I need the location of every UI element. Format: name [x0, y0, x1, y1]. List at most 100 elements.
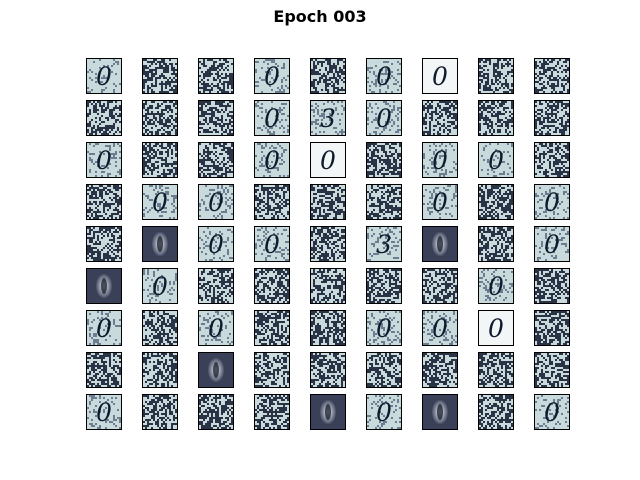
blurry-blob-tile [422, 226, 458, 262]
tile-image [311, 101, 345, 135]
digit-zero-noisy-tile: 0 [142, 184, 178, 220]
tile-image [143, 59, 177, 93]
tile-image [311, 143, 345, 177]
tile-image [479, 353, 513, 387]
tile-image [255, 311, 289, 345]
tile-image [87, 353, 121, 387]
tile-image [367, 227, 401, 261]
noise-sample-tile [142, 100, 178, 136]
digit-zero-noisy-tile: 0 [366, 58, 402, 94]
noise-sample-tile [310, 58, 346, 94]
blurry-blob-tile [142, 226, 178, 262]
tile-image [255, 395, 289, 429]
noise-sample-tile [254, 352, 290, 388]
noise-sample-tile [534, 310, 570, 346]
noise-sample-tile [310, 184, 346, 220]
noise-sample-tile [310, 226, 346, 262]
noise-sample-tile [366, 142, 402, 178]
tile-image [367, 143, 401, 177]
noise-sample-tile [478, 100, 514, 136]
tile-image [311, 269, 345, 303]
digit-zero-noisy-tile: 0 [142, 268, 178, 304]
noise-sample-tile [534, 58, 570, 94]
tile-image [143, 101, 177, 135]
noise-sample-tile [478, 58, 514, 94]
tile-image [367, 395, 401, 429]
noise-sample-tile [534, 100, 570, 136]
noise-sample-tile [422, 100, 458, 136]
digit-zero-noisy-tile: 0 [366, 394, 402, 430]
noise-sample-tile [86, 184, 122, 220]
tile-image [87, 59, 121, 93]
digit-zero-noisy-tile: 0 [198, 184, 234, 220]
tile-image [199, 395, 233, 429]
noise-sample-tile [142, 142, 178, 178]
tile-image [535, 353, 569, 387]
noise-sample-tile [198, 100, 234, 136]
tile-image [479, 227, 513, 261]
figure-title: Epoch 003 [273, 7, 367, 26]
blurry-blob-tile [86, 268, 122, 304]
digit-zero-noisy-tile: 0 [254, 226, 290, 262]
tile-image [255, 59, 289, 93]
tile-image [367, 101, 401, 135]
noise-sample-tile [254, 268, 290, 304]
tile-image [423, 395, 457, 429]
tile-image [479, 101, 513, 135]
digit-zero-noisy-tile: 0 [254, 58, 290, 94]
tile-image [423, 269, 457, 303]
digit-zero-noisy-tile: 0 [534, 226, 570, 262]
tile-image [199, 269, 233, 303]
tile-image [479, 269, 513, 303]
noise-sample-tile [422, 268, 458, 304]
blurry-blob-tile [310, 394, 346, 430]
noise-sample-tile [198, 142, 234, 178]
noise-sample-tile [310, 352, 346, 388]
tile-image [255, 101, 289, 135]
noise-sample-tile [534, 352, 570, 388]
tile-image [367, 311, 401, 345]
tile-image [255, 227, 289, 261]
tile-image [535, 143, 569, 177]
tile-image [423, 59, 457, 93]
noise-sample-tile [142, 58, 178, 94]
digit-zero-noisy-tile: 0 [422, 142, 458, 178]
noise-sample-tile [366, 352, 402, 388]
digit-zero-noisy-tile: 0 [478, 268, 514, 304]
tile-image [367, 269, 401, 303]
tile-image [367, 353, 401, 387]
tile-image [535, 269, 569, 303]
noise-sample-tile [198, 58, 234, 94]
digit-zero-noisy-tile: 0 [86, 142, 122, 178]
digit-zero-noisy-tile: 0 [86, 394, 122, 430]
tile-image [87, 227, 121, 261]
tile-image [87, 269, 121, 303]
tile-image [479, 185, 513, 219]
digit-zero-noisy-tile: 0 [422, 184, 458, 220]
tile-image [311, 353, 345, 387]
digit-zero-noisy-tile: 0 [366, 310, 402, 346]
tile-image [423, 353, 457, 387]
digit-three-noisy-tile: 3 [310, 100, 346, 136]
tile-image [535, 59, 569, 93]
noise-sample-tile [142, 394, 178, 430]
noise-sample-tile [534, 268, 570, 304]
tile-image [311, 395, 345, 429]
digit-zero-noisy-tile: 0 [422, 310, 458, 346]
noise-sample-tile [254, 394, 290, 430]
tile-image [199, 143, 233, 177]
blurry-blob-tile [198, 352, 234, 388]
tile-image [143, 143, 177, 177]
tile-image [199, 353, 233, 387]
tile-image [311, 311, 345, 345]
tile-image [255, 269, 289, 303]
tile-image [423, 143, 457, 177]
tile-image [199, 311, 233, 345]
digit-zero-noisy-tile: 0 [366, 100, 402, 136]
noise-sample-tile [478, 394, 514, 430]
tile-image [479, 59, 513, 93]
digit-zero-clean-tile: 0 [478, 310, 514, 346]
noise-sample-tile [198, 394, 234, 430]
noise-sample-tile [478, 352, 514, 388]
